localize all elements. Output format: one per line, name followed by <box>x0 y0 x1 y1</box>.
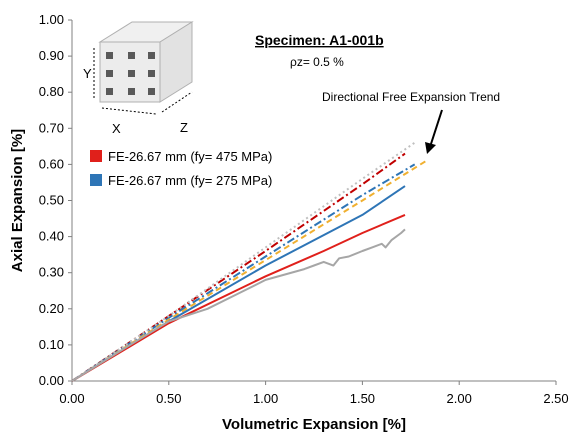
cube-rebar-ends <box>106 52 155 95</box>
specimen-cube-illustration: Y X Z <box>83 21 194 136</box>
legend-label-475: FE-26.67 mm (fy= 475 MPa) <box>108 149 272 164</box>
x-tick-label: 0.50 <box>156 391 181 406</box>
y-tick-label: 0.90 <box>39 48 64 63</box>
series-line-6 <box>71 213 406 382</box>
cube-x-arrow <box>101 107 157 115</box>
rho-label: ρz= 0.5 % <box>290 55 344 69</box>
series-line-7 <box>71 228 406 382</box>
legend-label-275: FE-26.67 mm (fy= 275 MPa) <box>108 173 272 188</box>
y-tick-label: 0.70 <box>39 120 64 135</box>
trend-arrow-line <box>429 109 443 148</box>
legend-swatch-275 <box>90 174 102 186</box>
y-tick-label: 0.60 <box>39 156 64 171</box>
y-tick-label: 0.80 <box>39 84 64 99</box>
cube-side-face <box>159 21 193 103</box>
cube-label-z: Z <box>180 120 188 135</box>
series-line-2 <box>71 163 416 382</box>
y-tick-label: 0.30 <box>39 265 64 280</box>
x-tick-label: 0.00 <box>59 391 84 406</box>
series-line-1 <box>71 152 406 382</box>
plot-area: 0.00 0.10 0.20 0.30 0.40 0.50 0.60 0.70 0.80 0.90… <box>9 12 569 433</box>
y-tick-label: 0.20 <box>39 301 64 316</box>
trend-arrow-head <box>425 142 436 154</box>
x-tick-label: 2.00 <box>447 391 472 406</box>
x-tick-label: 1.50 <box>350 391 375 406</box>
y-tick-label: 1.00 <box>39 12 64 27</box>
trend-annotation: Directional Free Expansion Trend <box>322 90 500 104</box>
x-tick-label: 2.50 <box>543 391 568 406</box>
y-axis-title: Axial Expansion [%] <box>9 129 26 272</box>
x-axis-title: Volumetric Expansion [%] <box>222 416 406 433</box>
y-tick-label: 0.40 <box>39 229 64 244</box>
cube-label-x: X <box>112 121 121 136</box>
y-tick-label: 0.00 <box>39 373 64 388</box>
y-tick-label: 0.10 <box>39 337 64 352</box>
specimen-label: Specimen: A1-001b <box>255 32 384 48</box>
legend: FE-26.67 mm (fy= 475 MPa) FE-26.67 mm (f… <box>90 149 272 188</box>
x-tick-label: 1.00 <box>253 391 278 406</box>
y-tick-label: 0.50 <box>39 193 64 208</box>
legend-swatch-475 <box>90 150 102 162</box>
series-line-4 <box>71 141 416 382</box>
cube-label-y: Y <box>83 66 92 81</box>
